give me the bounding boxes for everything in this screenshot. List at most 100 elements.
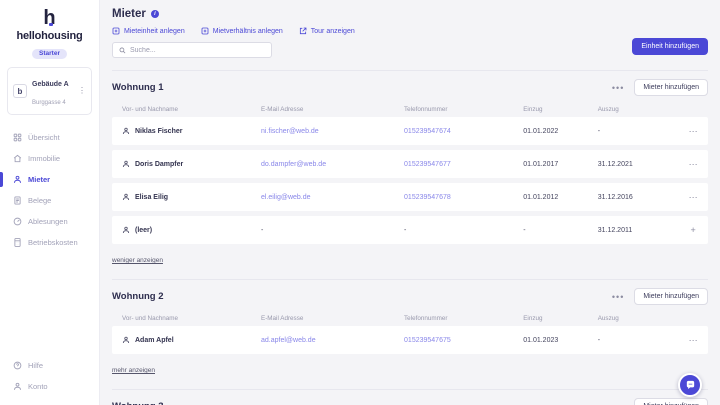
building-meta: Gebäude A Burggasse 4 [32, 73, 73, 109]
section-header: Wohnung 2 ••• Mieter hinzufügen [112, 288, 708, 305]
add-tenant-button[interactable]: Mieter hinzufügen [634, 398, 708, 405]
section-menu-icon[interactable]: ••• [611, 82, 625, 93]
add-tenant-button[interactable]: Mieter hinzufügen [634, 288, 708, 305]
tenant-name: Adam Apfel [135, 336, 174, 344]
person-icon [122, 226, 130, 234]
row-add-button[interactable]: + [690, 225, 696, 235]
tenant-phone-link[interactable]: 015239547674 [404, 127, 451, 135]
row-menu-button[interactable]: ⋯ [688, 125, 698, 136]
row-menu-button[interactable]: ⋯ [688, 191, 698, 202]
move-in-date: 01.01.2012 [523, 193, 559, 201]
column-header: Vor- und Nachname [122, 315, 179, 322]
header-action-links: Mieteinheit anlegen Mietverhältnis anleg… [112, 27, 708, 35]
tenant-phone-link[interactable]: 015239547677 [404, 160, 451, 168]
search-box[interactable] [112, 42, 272, 58]
help-icon [13, 361, 22, 370]
building-menu-icon[interactable]: ⋮ [78, 86, 86, 95]
unit-section-wohnung-3: Wohnung 3 ••• Mieter hinzufügen Vor- und… [112, 389, 708, 405]
row-menu-button[interactable]: ⋯ [688, 158, 698, 169]
tenant-name: Niklas Fischer [135, 127, 183, 135]
unit-section-wohnung-2: Wohnung 2 ••• Mieter hinzufügen Vor- und… [112, 279, 708, 377]
section-menu-icon[interactable]: ••• [612, 402, 624, 405]
tenant-name-cell: (leer) [112, 226, 261, 234]
page-title: Mieter [112, 8, 146, 20]
tenant-email-link[interactable]: do.dampfer@web.de [261, 160, 327, 168]
sidebar-item-label: Übersicht [28, 133, 60, 142]
sidebar-item-uebersicht[interactable]: Übersicht [0, 127, 99, 148]
sidebar-item-label: Hilfe [28, 361, 44, 370]
create-unit-link[interactable]: Mieteinheit anlegen [112, 27, 185, 35]
column-header: Auszug [597, 315, 619, 322]
sidebar-item-immobilie[interactable]: Immobilie [0, 148, 99, 169]
info-icon[interactable]: i [150, 10, 159, 18]
person-icon [122, 127, 130, 135]
column-header: Telefonnummer [404, 315, 448, 322]
section-title: Wohnung 2 [112, 291, 164, 302]
search-input[interactable] [130, 46, 265, 54]
plus-square-icon [201, 27, 209, 35]
search-icon [119, 47, 126, 53]
add-unit-button[interactable]: Einheit hinzufügen [632, 38, 708, 55]
calculator-icon [14, 238, 21, 247]
chat-button[interactable] [678, 373, 702, 397]
section-menu-icon[interactable]: ••• [611, 291, 625, 302]
tenant-name: Doris Dampfer [135, 160, 184, 168]
tenant-email-link[interactable]: ni.fischer@web.de [261, 127, 319, 135]
show-more-link[interactable]: mehr anzeigen [112, 367, 155, 374]
column-header: Einzug [523, 315, 543, 322]
receipt-icon [14, 196, 21, 205]
tenant-name: Elisa Eilig [135, 193, 169, 201]
building-avatar: b [13, 84, 27, 98]
sidebar-item-ablesungen[interactable]: Ablesungen [0, 211, 99, 232]
tenant-email-link[interactable]: ad.apfel@web.de [261, 336, 316, 344]
home-icon [13, 154, 22, 163]
column-header: Telefonnummer [404, 106, 448, 113]
table-row: Adam Apfel ad.apfel@web.de 015239547675 … [112, 326, 708, 354]
move-in-date: - [523, 226, 526, 234]
show-less-link[interactable]: weniger anzeigen [112, 257, 163, 264]
move-in-date: 01.01.2017 [523, 160, 559, 168]
main-content: Mieter i Mieteinheit anlegen Mietverhält… [100, 0, 720, 405]
row-menu-button[interactable]: ⋯ [688, 334, 698, 345]
table-header: Vor- und Nachname E-Mail Adresse Telefon… [112, 102, 708, 117]
table-row: Elisa Eilig el.eilig@web.de 015239547678… [112, 183, 708, 211]
building-selector[interactable]: b Gebäude A Burggasse 4 ⋮ [7, 67, 92, 115]
tenant-name-cell: Doris Dampfer [112, 160, 261, 168]
building-name: Gebäude A [32, 81, 69, 88]
tenant-name: (leer) [135, 226, 153, 234]
page-header: Mieter i [112, 8, 708, 20]
add-tenant-button[interactable]: Mieter hinzufügen [634, 79, 708, 96]
move-out-date: - [597, 336, 601, 344]
sidebar-nav: Übersicht Immobilie Mieter Belege Ablesu… [0, 127, 99, 253]
gauge-icon [13, 217, 22, 226]
column-header: E-Mail Adresse [261, 106, 304, 113]
sidebar-item-betriebskosten[interactable]: Betriebskosten [0, 232, 99, 253]
sidebar-footer: Hilfe Konto [0, 355, 99, 397]
tenant-phone-link[interactable]: 015239547678 [404, 193, 451, 201]
move-in-date: 01.01.2023 [523, 336, 559, 344]
column-header: E-Mail Adresse [261, 315, 304, 322]
column-header: Vor- und Nachname [122, 106, 179, 113]
show-tour-link[interactable]: Tour anzeigen [299, 27, 355, 35]
sidebar-item-konto[interactable]: Konto [0, 376, 99, 397]
column-header: Auszug [597, 106, 619, 113]
sidebar-item-label: Ablesungen [28, 217, 68, 226]
sidebar-item-belege[interactable]: Belege [0, 190, 99, 211]
grid-icon [13, 133, 22, 142]
move-out-date: - [597, 127, 601, 135]
sidebar: h hellohousing Starter b Gebäude A Burgg… [0, 0, 100, 405]
tenant-phone-link[interactable]: 015239547675 [404, 336, 451, 344]
link-label: Tour anzeigen [310, 27, 355, 35]
tenant-email-link[interactable]: el.eilig@web.de [261, 193, 311, 201]
plus-square-icon [112, 27, 120, 35]
section-title: Wohnung 3 [112, 401, 612, 405]
sidebar-item-hilfe[interactable]: Hilfe [0, 355, 99, 376]
logo-h-icon: h [43, 8, 55, 28]
person-icon [122, 160, 130, 168]
sidebar-item-mieter[interactable]: Mieter [0, 169, 99, 190]
column-header: Einzug [523, 106, 543, 113]
sidebar-item-label: Immobilie [28, 154, 61, 163]
create-tenancy-link[interactable]: Mietverhältnis anlegen [201, 27, 283, 35]
move-in-date: 01.01.2022 [523, 127, 559, 135]
